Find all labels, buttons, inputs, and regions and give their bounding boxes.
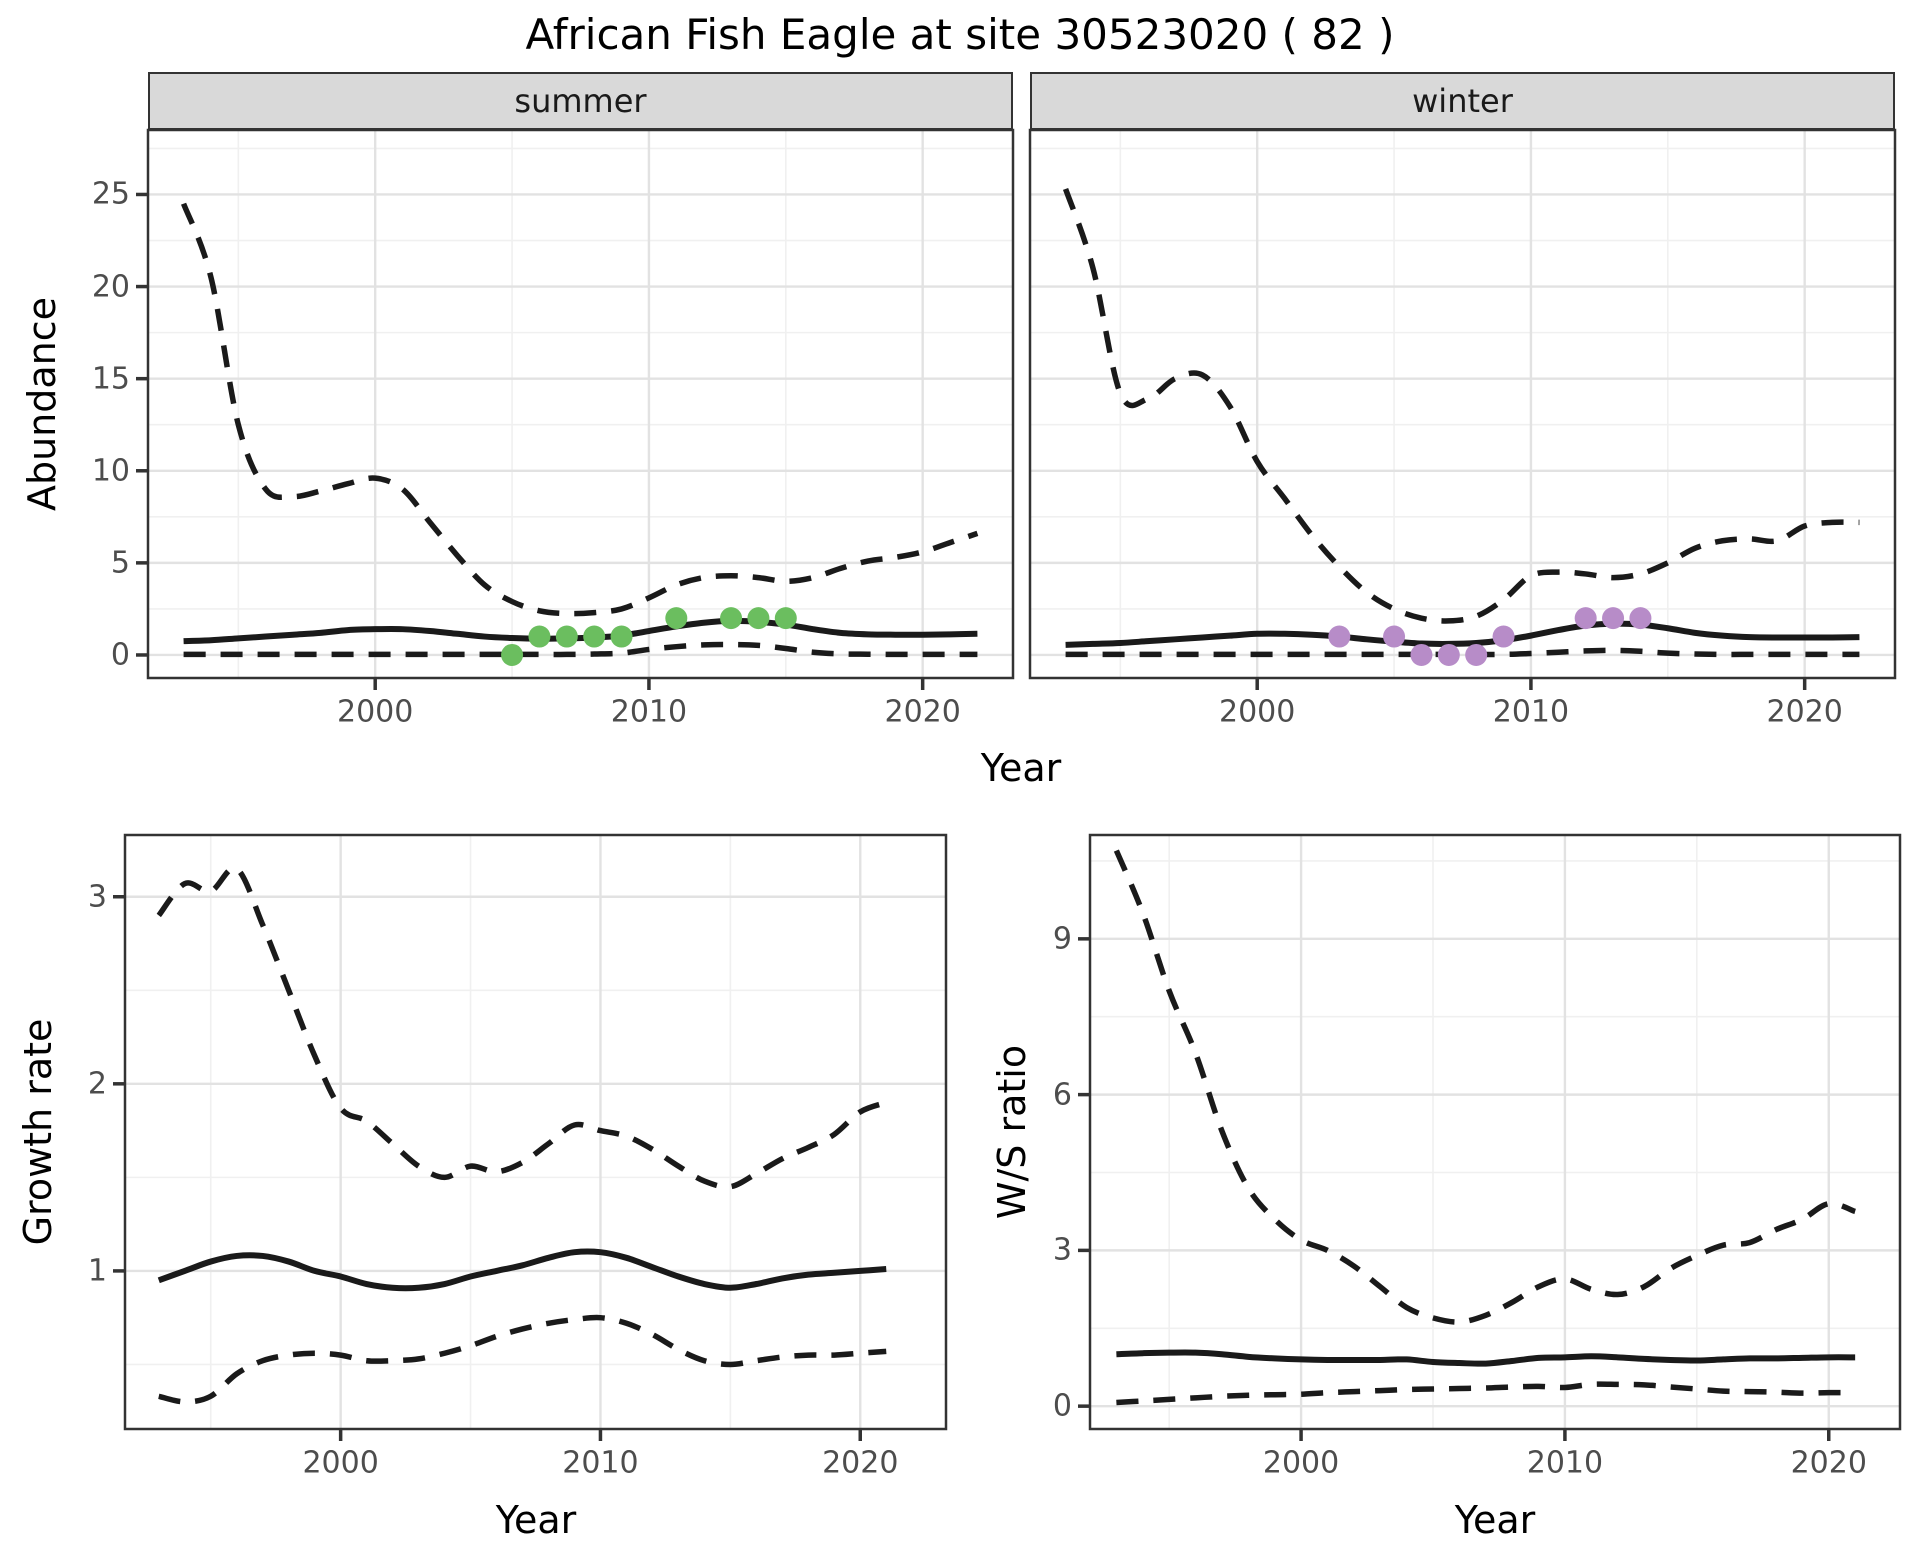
x-axis-title-top: Year [980, 746, 1062, 790]
y-tick-label: 1 [87, 1253, 107, 1289]
x-axis-title-ws: Year [1454, 1498, 1536, 1542]
y-tick-label: 5 [110, 545, 130, 581]
x-tick-label: 2010 [1492, 694, 1570, 730]
y-tick-label: 0 [1052, 1388, 1072, 1424]
x-axis-title-growth: Year [495, 1498, 577, 1542]
x-tick-label: 2020 [1790, 1445, 1867, 1481]
y-tick-label: 25 [91, 176, 130, 212]
y-tick-label: 3 [87, 879, 107, 915]
x-tick-label: 2000 [1262, 1445, 1340, 1481]
y-tick-label: 10 [91, 453, 130, 489]
y-tick-label: 15 [91, 361, 130, 397]
facet-strip-summer-label: summer [514, 82, 647, 120]
y-tick-label: 6 [1052, 1077, 1072, 1113]
x-tick-label: 2020 [1766, 694, 1843, 730]
y-axis-title-ws-ratio: W/S ratio [990, 1044, 1034, 1220]
facet-strip-winter: winter [1030, 72, 1895, 130]
x-tick-label: 2020 [884, 694, 961, 730]
x-tick-label: 2000 [302, 1445, 379, 1481]
facet-strip-summer: summer [148, 72, 1013, 130]
y-axis-title-abundance: Abundance [20, 296, 64, 512]
y-tick-label: 2 [87, 1066, 107, 1102]
x-tick-label: 2000 [1219, 694, 1296, 730]
x-tick-label: 2000 [337, 694, 414, 730]
y-tick-label: 9 [1052, 921, 1072, 957]
page-title: African Fish Eagle at site 30523020 ( 82… [525, 10, 1395, 59]
y-tick-label: 20 [91, 269, 130, 305]
y-tick-label: 3 [1052, 1232, 1072, 1268]
x-tick-label: 2010 [1526, 1445, 1604, 1481]
x-tick-label: 2020 [822, 1445, 899, 1481]
facet-strip-winter-label: winter [1412, 82, 1513, 120]
y-axis-title-growth-rate: Growth rate [16, 1018, 60, 1246]
y-tick-label: 0 [110, 637, 130, 673]
x-tick-label: 2010 [562, 1445, 639, 1481]
x-tick-label: 2010 [610, 694, 688, 730]
